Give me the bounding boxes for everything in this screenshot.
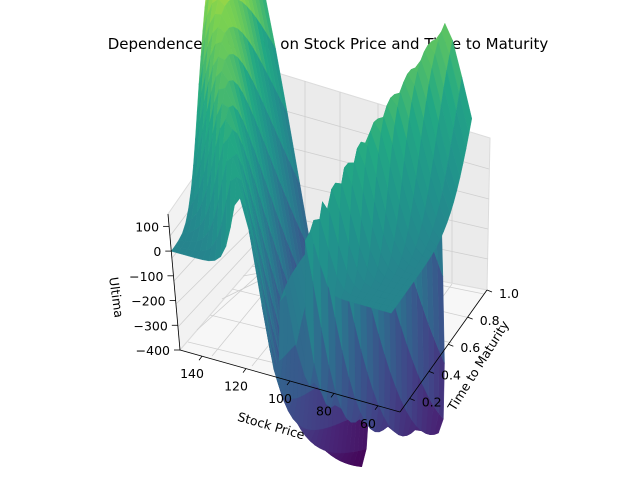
z-tick-label: −200 [131,294,165,309]
y-tick-mark [448,343,454,347]
surface [170,0,473,467]
chart-title: Dependence of Ultima on Stock Price and … [108,35,549,53]
ticks: 60 80 100 120 140 0.2 0.4 0.60.8 1.0 100 0 −100 −200… [129,219,519,430]
z-tick-label: −100 [129,269,163,284]
y-tick-label: 0.2 [422,394,442,409]
z-tick-label: 100 [135,219,159,234]
y-axis-spine [399,289,488,413]
x-tick-mark [330,393,335,398]
y-tick-label: 0.4 [441,367,461,382]
x-tick-label: 100 [268,391,292,406]
x-tick-mark [374,405,379,411]
y-tick-label: 1.0 [499,286,519,301]
y-tick-label: 0.6 [460,340,480,355]
y-tick-mark [486,289,493,293]
x-tick-label: 80 [316,403,332,418]
y-tick-mark [428,370,435,374]
z-tick-label: −300 [133,318,167,333]
axes-3d: 60 80 100 120 140 0.2 0.4 0.60.8 1.0 100 0 −100 −200… [106,0,519,467]
surface-patch [278,296,284,362]
x-tick-label: 120 [224,379,248,394]
z-axis-spine [167,213,181,351]
x-tick-label: 140 [180,366,204,381]
z-axis-label: Ultima [106,276,127,319]
y-tick-mark [467,316,473,320]
y-tick-label: 0.8 [480,313,500,328]
x-tick-mark [198,355,203,361]
x-tick-label: 60 [360,416,376,431]
surface-patch [384,305,396,314]
z-tick-label: −400 [136,343,170,358]
x-tick-mark [242,368,247,373]
z-tick-label: 0 [153,244,161,259]
x-tick-mark [286,380,291,386]
y-tick-mark [409,398,415,401]
